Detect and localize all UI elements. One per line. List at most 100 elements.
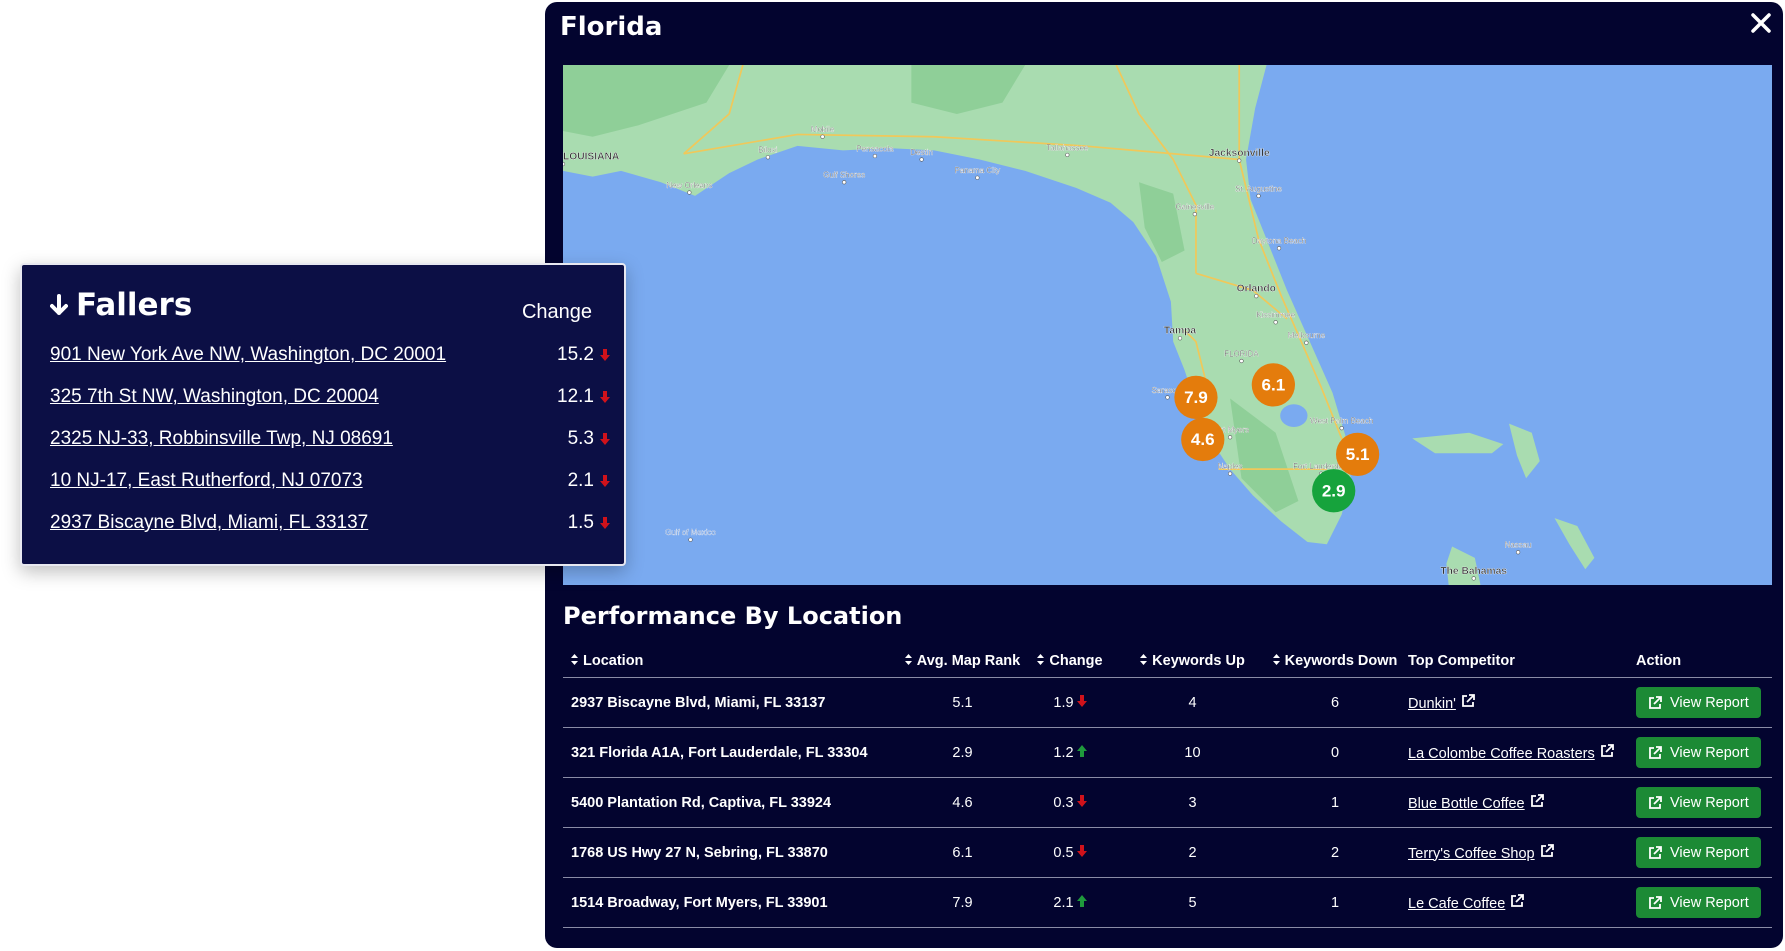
lake [1280, 404, 1308, 428]
keywords-down-cell: 1 [1270, 877, 1400, 928]
column-header: Action [1628, 645, 1772, 678]
down-arrow [600, 349, 610, 361]
competitor-link[interactable]: Terry's Coffee Shop [1408, 845, 1535, 862]
place-label: Panama City [955, 166, 1001, 175]
map-markers: 7.9 6.1 4.6 5.12.9 [1174, 363, 1380, 513]
view-report-button[interactable]: View Report [1636, 887, 1761, 918]
down-arrow [600, 433, 610, 445]
place-dot [1256, 193, 1261, 199]
header-text: Action [1636, 653, 1682, 669]
sort-icon[interactable] [1272, 654, 1280, 665]
change-value: 0.5 [1053, 844, 1074, 861]
place-dot [919, 157, 924, 162]
down-arrow [1076, 844, 1087, 857]
faller-change: 1.5 [568, 512, 610, 534]
sort-icon[interactable] [904, 654, 912, 665]
view-report-button[interactable]: View Report [1636, 787, 1761, 818]
place-label: Fort Myers [1211, 426, 1249, 435]
map[interactable]: LOUISIANA New Orleans Biloxi Mobile Pensacol… [563, 65, 1772, 585]
land [563, 65, 1351, 545]
place-label: The Bahamas [1440, 566, 1507, 577]
place-dot [563, 161, 566, 167]
marker-label: 5.1 [1346, 445, 1370, 464]
change-cell: 0.3 [1025, 777, 1115, 828]
column-header: Location [563, 645, 900, 678]
keywords-up-cell: 3 [1115, 777, 1270, 828]
avg-rank-cell: 5.1 [900, 677, 1025, 728]
place-label: Jacksonville [1209, 148, 1270, 159]
section-title: Performance By Location [563, 602, 903, 630]
marker[interactable] [1181, 417, 1225, 462]
faller-address[interactable]: 2937 Biscayne Blvd, Miami, FL 33137 [50, 512, 369, 533]
sort-icon[interactable] [1140, 654, 1148, 665]
down-arrow [1076, 794, 1087, 807]
competitor-link[interactable]: La Colombe Coffee Roasters [1408, 745, 1595, 762]
marker[interactable] [1335, 432, 1380, 476]
view-report-button[interactable]: View Report [1636, 687, 1761, 718]
faller-address[interactable]: 901 New York Ave NW, Washington, DC 2000… [50, 344, 447, 365]
table-row: 2937 Biscayne Blvd, Miami, FL 33137 5.1 1.… [563, 677, 1772, 728]
faller-address[interactable]: 10 NJ-17, East Rutherford, NJ 07073 [50, 470, 363, 491]
action-cell: View Report [1628, 677, 1772, 728]
faller-address[interactable]: 325 7th St NW, Washington, DC 20004 [50, 386, 379, 407]
view-report-button[interactable]: View Report [1636, 737, 1761, 768]
competitor-link[interactable]: Le Cafe Coffee [1408, 895, 1506, 912]
button-text: View Report [1670, 894, 1749, 911]
keywords-up-cell: 2 [1115, 827, 1270, 878]
location-cell: 321 Florida A1A, Fort Lauderdale, FL 333… [563, 727, 900, 778]
column-header: Avg. Map Rank [900, 645, 1025, 678]
competitor-cell: Blue Bottle Coffee [1400, 777, 1628, 828]
external-icon [1511, 893, 1525, 907]
action-cell: View Report [1628, 827, 1772, 878]
place-dot [1471, 576, 1476, 581]
fallers-card: Fallers Change 901 New York Ave NW, Wash… [20, 263, 626, 566]
avg-rank-cell: 7.9 [900, 877, 1025, 928]
keywords-up-cell: 5 [1115, 877, 1270, 928]
location-cell: 5400 Plantation Rd, Captiva, FL 33924 [563, 777, 900, 828]
keywords-up-cell: 10 [1115, 727, 1270, 778]
competitor-cell: Dunkin' [1400, 677, 1628, 728]
external-icon [1649, 895, 1662, 909]
keywords-down-cell: 1 [1270, 777, 1400, 828]
marker[interactable] [1174, 375, 1218, 420]
sort-icon[interactable] [1037, 654, 1045, 665]
place-label: New Orleans [666, 181, 712, 190]
marker[interactable] [1251, 363, 1295, 407]
modal-title: Florida [560, 12, 663, 42]
place-dot [687, 190, 692, 195]
external-icon [1649, 795, 1662, 809]
place-label: Mobile [811, 125, 835, 134]
land-dark [563, 65, 1299, 513]
change-value: 1.2 [1053, 744, 1074, 761]
down-icon [50, 294, 68, 315]
marker-label: 7.9 [1184, 388, 1208, 407]
action-cell: View Report [1628, 727, 1772, 778]
place-dot [975, 175, 980, 180]
faller-row: 2937 Biscayne Blvd, Miami, FL 33137 1.5 [50, 508, 610, 538]
competitor-link[interactable]: Blue Bottle Coffee [1408, 795, 1525, 812]
place-label: Orlando [1237, 284, 1276, 295]
faller-address[interactable]: 2325 NJ-33, Robbinsville Twp, NJ 08691 [50, 428, 393, 449]
place-label: LOUISIANA [563, 151, 620, 162]
sort-icon[interactable] [571, 654, 578, 665]
column-header: Change [1025, 645, 1115, 678]
button-text: View Report [1670, 844, 1749, 861]
change-header: Change [521, 301, 592, 323]
change-value: 15.2 [557, 344, 594, 365]
place-label: Kissimmee [1256, 311, 1295, 320]
place-dot [820, 134, 825, 139]
place-label: Gulf of Mexico [665, 528, 716, 537]
competitor-link[interactable]: Dunkin' [1408, 695, 1456, 712]
keywords-down-cell: 0 [1270, 727, 1400, 778]
change-value: 0.3 [1053, 794, 1074, 811]
place-dot [1239, 358, 1244, 364]
close-button[interactable] [1750, 12, 1772, 34]
place-label: Fort Lauderdale [1293, 462, 1350, 471]
location-cell: 1768 US Hwy 27 N, Sebring, FL 33870 [563, 827, 900, 878]
location-cell: 1514 Broadway, Fort Myers, FL 33901 [563, 877, 900, 928]
marker[interactable] [1312, 469, 1356, 513]
place-dot [1227, 435, 1233, 440]
up-arrow [1076, 744, 1087, 757]
view-report-button[interactable]: View Report [1636, 837, 1761, 868]
